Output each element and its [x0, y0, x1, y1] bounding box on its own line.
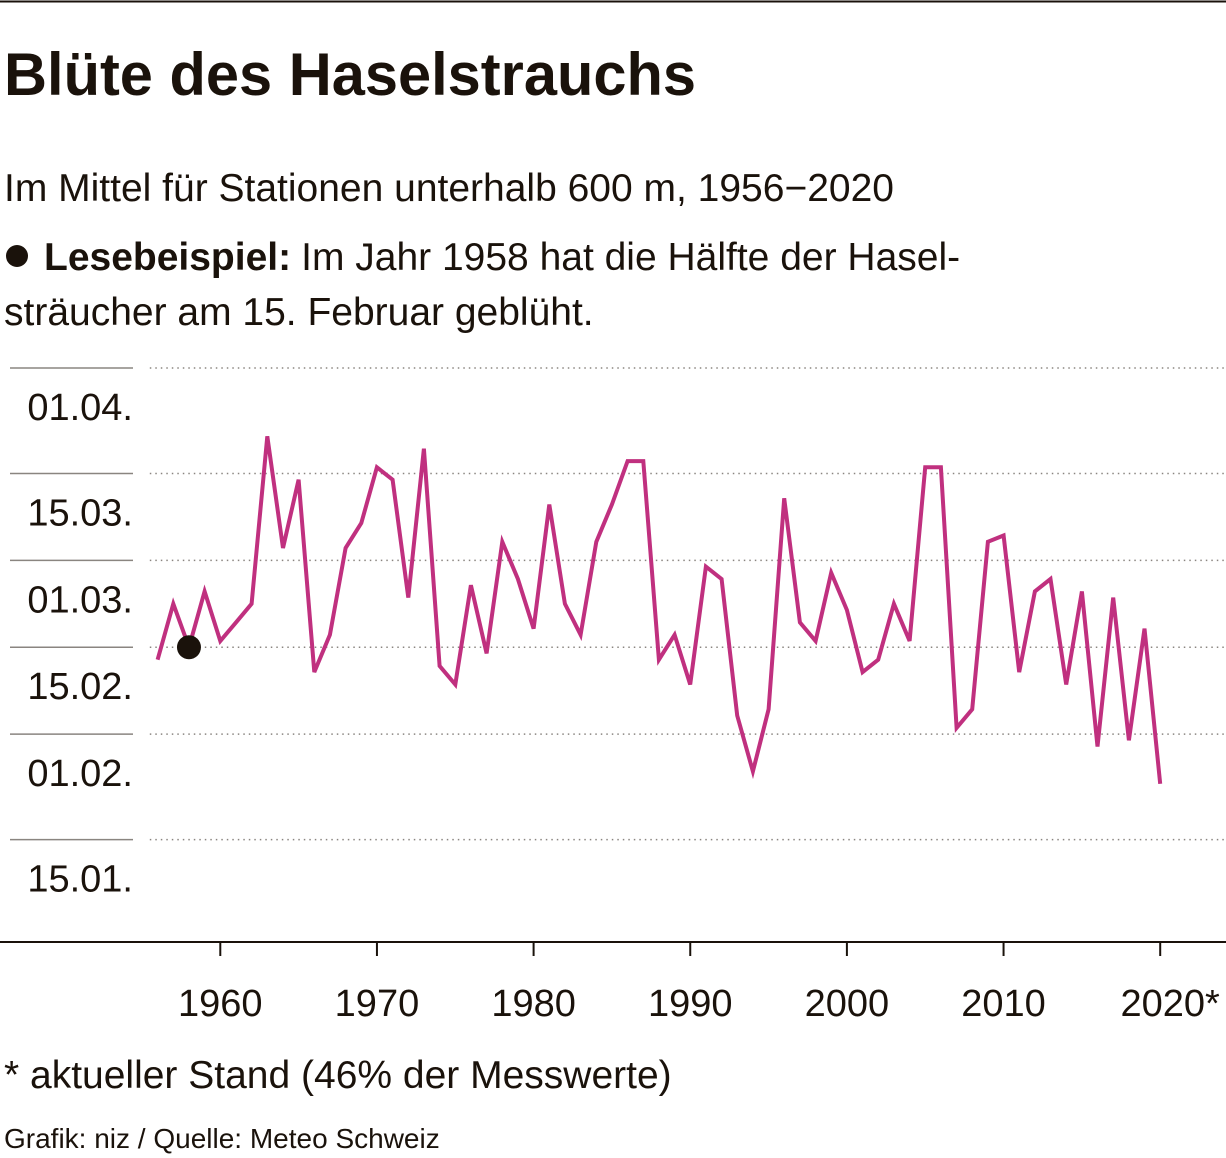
x-tick-label: 1980	[491, 983, 576, 1025]
x-tick-label: 1960	[178, 983, 263, 1025]
annotation-marker	[176, 635, 201, 660]
y-tick-label: 01.03.	[27, 579, 133, 621]
y-tick-label: 15.03.	[27, 492, 133, 534]
data-line	[155, 436, 1163, 785]
x-tick-label: 1990	[648, 983, 733, 1025]
x-tick-label: 2020*	[1120, 983, 1220, 1025]
annotation-label: Lesebeispiel:	[44, 236, 291, 279]
chart-title: Blüte des Haselstrauchs	[4, 41, 696, 108]
y-tick-label: 15.02.	[27, 666, 133, 708]
source: Grafik: niz / Quelle: Meteo Schweiz	[4, 1123, 440, 1154]
x-tick-label: 2000	[805, 983, 890, 1025]
footnote: * aktueller Stand (46% der Messwerte)	[4, 1054, 672, 1097]
annotation-text: sträucher am 15. Februar geblüht.	[4, 291, 594, 334]
annotation: Lesebeispiel: Im Jahr 1958 hat die Hälfte…	[44, 236, 960, 279]
annotation-bullet	[6, 245, 28, 267]
chart-subtitle: Im Mittel für Stationen unterhalb 600 m,…	[4, 167, 894, 210]
x-tick-label: 2010	[961, 983, 1046, 1025]
y-tick-label: 01.02.	[27, 753, 133, 795]
y-tick-label: 15.01.	[27, 859, 133, 901]
x-tick-label: 1970	[335, 983, 420, 1025]
y-tick-label: 01.04.	[27, 387, 133, 429]
annotation-text: Im Jahr 1958 hat die Hälfte der Hasel-	[301, 236, 960, 279]
